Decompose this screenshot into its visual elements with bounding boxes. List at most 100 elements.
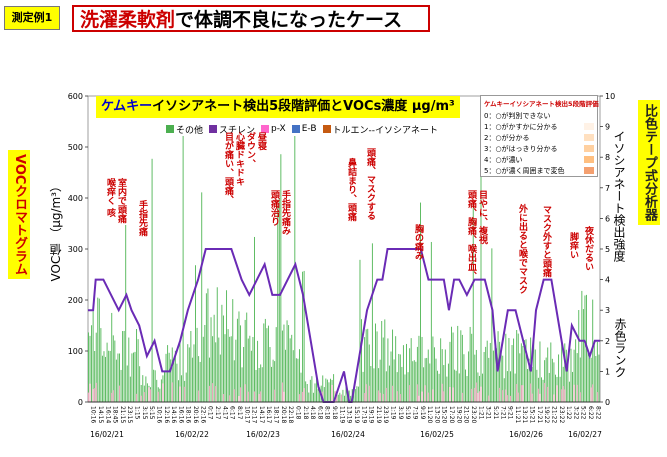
voc-bar <box>430 241 432 402</box>
voc-bar <box>92 311 94 402</box>
voc-bar-px <box>303 388 305 402</box>
voc-bar <box>98 298 100 402</box>
voc-bar <box>285 349 286 402</box>
voc-bar <box>575 339 577 402</box>
chart-title: ケムキーイソシアネート検出5段階評価とVOCs濃度 μg/m³ <box>96 96 460 118</box>
voc-bar <box>510 371 511 402</box>
voc-bar-px <box>302 391 304 402</box>
annotation: 脚痒い <box>568 232 578 259</box>
voc-bar <box>345 385 347 402</box>
voc-bar <box>126 365 128 402</box>
voc-bar <box>437 370 439 402</box>
voc-bar <box>385 371 387 402</box>
x-tick-label: 13:20 <box>433 406 440 423</box>
voc-bar <box>545 357 547 402</box>
legend-item: スチレン <box>209 123 255 136</box>
voc-bar <box>199 361 201 402</box>
x-tick-label: 4:17 <box>221 406 228 420</box>
voc-bar <box>364 337 366 402</box>
date-label: 16/02/23 <box>246 430 280 439</box>
scale-item-label: 4：○が濃い <box>484 155 523 164</box>
voc-bar <box>140 384 142 402</box>
voc-bar <box>168 352 170 402</box>
voc-bar <box>517 333 519 402</box>
voc-bar <box>373 368 375 402</box>
x-tick-label: 2:18 <box>302 406 309 420</box>
voc-bar-px <box>171 382 173 402</box>
x-tick-label: 3:15 <box>141 406 148 420</box>
voc-bar <box>413 360 415 402</box>
voc-bar-px <box>432 389 434 402</box>
voc-bar <box>167 345 169 402</box>
voc-bar-px <box>89 383 91 402</box>
scale-item: 1：○がかすかに分かる <box>484 121 594 132</box>
voc-bar <box>286 320 288 402</box>
x-tick-label: 1:19 <box>390 406 397 420</box>
voc-bar <box>494 345 496 402</box>
voc-bar <box>281 330 283 402</box>
voc-bar-px <box>579 392 581 402</box>
voc-bar-px <box>143 392 145 402</box>
voc-bar <box>503 378 505 402</box>
scale-rows: 0：○が判別できない 1：○がかすかに分かる 2：○が分かる 3：○がはっきり分かる 4… <box>484 110 594 176</box>
voc-bar-px <box>421 391 423 402</box>
voc-bar-px <box>561 389 563 402</box>
voc-bar <box>382 337 384 402</box>
voc-bar <box>153 369 155 402</box>
voc-bar <box>160 379 162 402</box>
y-right-tick-label: 7 <box>605 184 610 193</box>
voc-bar <box>539 341 541 402</box>
annotation: 胸の痛み <box>413 224 423 260</box>
scale-item-label: 2：○が分かる <box>484 133 530 142</box>
legend-label: E-B <box>301 124 317 134</box>
voc-bar <box>505 333 507 402</box>
rank-label: 赤色ランク <box>613 318 627 378</box>
voc-bar <box>272 359 274 402</box>
voc-bar <box>533 337 535 402</box>
voc-bar-px <box>179 386 181 402</box>
voc-bar <box>432 336 434 402</box>
voc-bar <box>309 379 311 402</box>
voc-bar <box>233 360 235 402</box>
title-black: で体調不良になったケース <box>175 9 403 31</box>
voc-bar <box>139 366 141 402</box>
voc-bar <box>596 341 598 402</box>
x-tick-label: 17:20 <box>448 406 455 423</box>
voc-bar-px <box>409 385 411 402</box>
voc-bar <box>159 388 161 402</box>
voc-bar <box>395 336 397 402</box>
voc-bar <box>461 334 463 402</box>
voc-bar <box>291 334 293 402</box>
voc-bar <box>393 359 395 402</box>
voc-bar <box>488 357 490 402</box>
voc-bar <box>317 388 319 402</box>
voc-bar <box>471 333 473 402</box>
voc-bar-px <box>365 384 367 402</box>
scale-title: ケムキーイソシアネート検出5段階評価 <box>484 100 599 108</box>
date-label: 16/02/21 <box>90 430 124 439</box>
voc-bar <box>593 342 595 402</box>
y-left-tick-label: 500 <box>68 143 83 152</box>
voc-bar <box>590 357 592 402</box>
voc-bar <box>308 392 310 402</box>
x-tick-label: 21:19 <box>375 406 382 423</box>
x-tick-label: 21:15 <box>119 406 126 423</box>
voc-bar <box>182 127 184 403</box>
voc-bar-px <box>111 392 113 402</box>
voc-bar <box>174 350 176 402</box>
voc-bar <box>246 312 248 402</box>
voc-bar <box>173 359 175 402</box>
voc-bar <box>452 332 454 402</box>
voc-bar <box>171 347 173 402</box>
y-left-tick-label: 600 <box>68 92 83 101</box>
voc-bar <box>179 340 181 402</box>
legend-swatch <box>261 125 270 133</box>
voc-bar <box>176 363 178 402</box>
voc-bar-px <box>592 384 594 402</box>
date-label: 16/02/22 <box>175 430 209 439</box>
voc-bar <box>122 331 124 402</box>
voc-bar-px <box>244 384 246 402</box>
x-tick-label: 5:15 <box>148 406 155 420</box>
x-tick-label: 23:22 <box>558 406 565 423</box>
voc-bar-px <box>140 395 142 402</box>
